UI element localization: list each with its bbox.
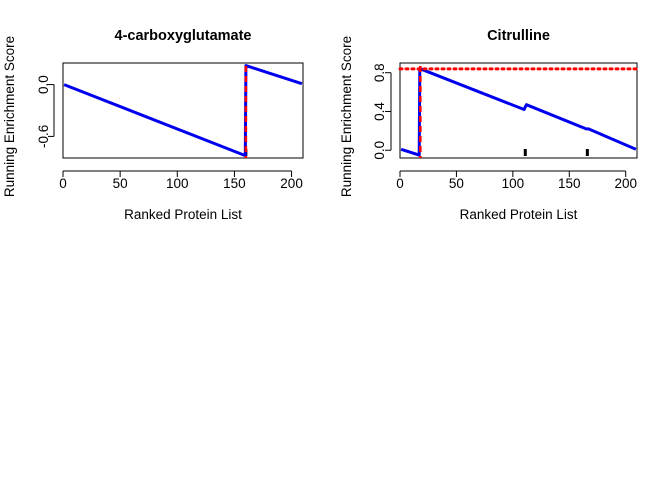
y-axis-label: Running Enrichment Score xyxy=(2,36,17,197)
plot-area-frame xyxy=(62,62,304,159)
y-tick-label: 0.4 xyxy=(372,102,387,121)
x-tick-label: 100 xyxy=(166,176,189,191)
chart-title: Citrulline xyxy=(487,28,550,44)
y-tick-label: 0.0 xyxy=(36,75,51,94)
y-tick-label: -0.6 xyxy=(36,125,51,148)
x-axis-label: Ranked Protein List xyxy=(460,207,578,222)
x-tick-label: 0 xyxy=(396,176,404,191)
series-line xyxy=(400,67,637,157)
x-axis-label: Ranked Protein List xyxy=(124,207,242,222)
chart-panel-1: 4-carboxyglutamate 0 50 100 150 200 Ranked Pro… xyxy=(2,28,304,222)
x-tick-label: 0 xyxy=(59,176,67,191)
x-tick-label: 50 xyxy=(113,176,128,191)
x-tick-label: 100 xyxy=(502,176,525,191)
series-line xyxy=(63,64,303,157)
plot-area-frame xyxy=(399,62,638,159)
y-axis-label: Running Enrichment Score xyxy=(339,36,354,197)
y-tick-label: 0.8 xyxy=(372,63,387,82)
chart-panel-2: Citrulline 0 50 100 150 200 Ranked Protein Lis… xyxy=(339,28,639,222)
x-tick-label: 200 xyxy=(614,176,637,191)
chart-title: 4-carboxyglutamate xyxy=(115,28,252,44)
y-tick-label: 0.0 xyxy=(372,141,387,160)
x-tick-label: 50 xyxy=(449,176,464,191)
x-tick-label: 200 xyxy=(280,176,303,191)
x-tick-label: 150 xyxy=(558,176,581,191)
x-tick-label: 150 xyxy=(223,176,246,191)
